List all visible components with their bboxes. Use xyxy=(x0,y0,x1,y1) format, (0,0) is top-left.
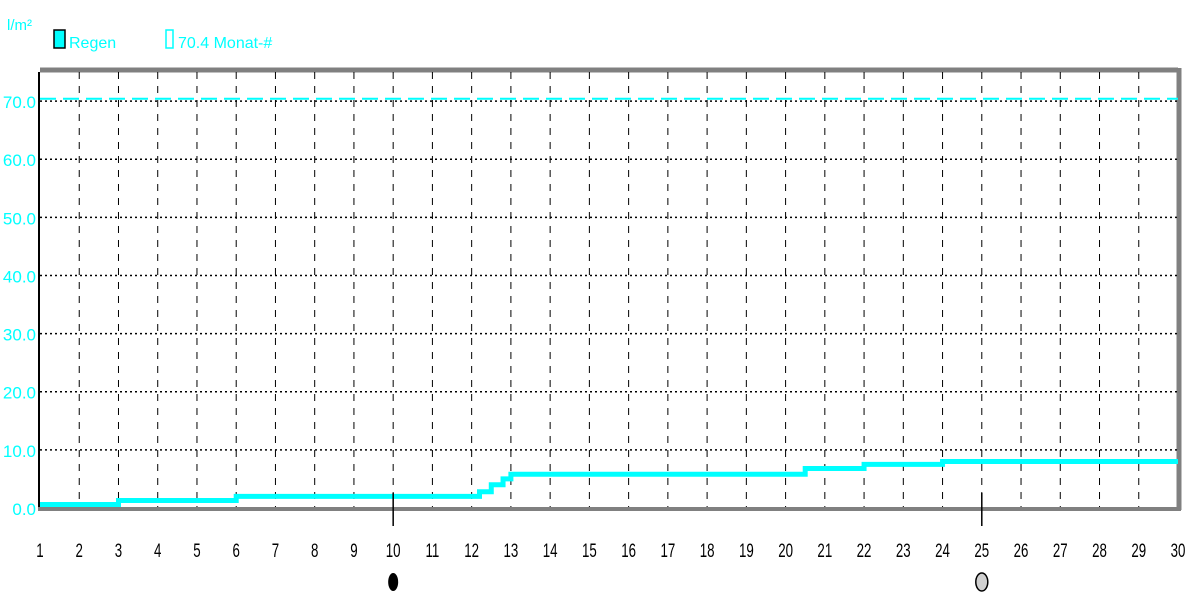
plot-area xyxy=(38,67,1182,511)
y-tick-label: 20.0 xyxy=(3,384,36,403)
moon-markers xyxy=(388,493,989,592)
new-moon-icon xyxy=(388,573,399,591)
x-tick-label: 3 xyxy=(115,541,122,562)
x-tick-label: 19 xyxy=(739,541,754,562)
series-line-regen xyxy=(40,458,1178,508)
y-tick-label: 30.0 xyxy=(3,326,36,345)
legend-label-monthly-reference: 70.4 Monat-# xyxy=(178,35,272,52)
x-tick-label: 4 xyxy=(154,541,161,562)
full-moon-icon xyxy=(975,572,989,592)
x-tick-label: 8 xyxy=(311,541,318,562)
x-tick-label: 27 xyxy=(1053,541,1068,562)
x-tick-label: 11 xyxy=(426,541,440,562)
x-tick-label: 30 xyxy=(1171,541,1186,562)
x-tick-label: 18 xyxy=(700,541,715,562)
y-tick-label: 0.0 xyxy=(12,500,36,519)
y-axis-unit-label: l/m² xyxy=(7,17,32,34)
x-tick-label: 26 xyxy=(1014,541,1029,562)
x-tick-label: 28 xyxy=(1092,541,1107,562)
x-tick-label: 12 xyxy=(464,541,479,562)
legend-swatch-monthly-reference xyxy=(165,29,174,49)
x-tick-label: 15 xyxy=(582,541,597,562)
y-tick-label: 60.0 xyxy=(3,151,36,170)
y-tick-label: 40.0 xyxy=(3,267,36,286)
x-tick-label: 2 xyxy=(76,541,83,562)
x-tick-label: 16 xyxy=(621,541,636,562)
plot-background xyxy=(40,72,1178,508)
x-tick-label: 5 xyxy=(193,541,200,562)
y-tick-label: 50.0 xyxy=(3,209,36,228)
x-tick-label: 13 xyxy=(504,541,519,562)
x-tick-label: 29 xyxy=(1131,541,1146,562)
x-tick-label: 22 xyxy=(857,541,872,562)
y-axis-ticks: 0.0 10.0 20.0 30.0 40.0 50.0 60.0 70.0 xyxy=(3,93,36,519)
x-tick-label: 14 xyxy=(543,541,558,562)
x-tick-label: 10 xyxy=(386,541,401,562)
x-tick-label: 23 xyxy=(896,541,911,562)
x-tick-label: 24 xyxy=(935,541,950,562)
x-tick-label: 20 xyxy=(778,541,793,562)
x-tick-label: 6 xyxy=(233,541,240,562)
y-tick-label: 70.0 xyxy=(3,93,36,112)
legend-swatch-regen xyxy=(53,29,66,49)
x-axis-ticks: 1 2 3 4 5 6 7 8 9 10 11 12 13 14 15 16 17 18 19 20 21 22 23 24 2… xyxy=(36,541,1185,562)
x-tick-label: 17 xyxy=(660,541,675,562)
y-tick-label: 10.0 xyxy=(3,442,36,461)
x-tick-label: 21 xyxy=(817,541,832,562)
x-tick-label: 25 xyxy=(974,541,989,562)
legend-label-regen: Regen xyxy=(69,35,116,52)
x-tick-label: 7 xyxy=(272,541,279,562)
x-tick-label: 9 xyxy=(350,541,357,562)
x-tick-label: 1 xyxy=(36,541,43,562)
legend: l/m² Regen 70.4 Monat-# xyxy=(7,17,272,52)
